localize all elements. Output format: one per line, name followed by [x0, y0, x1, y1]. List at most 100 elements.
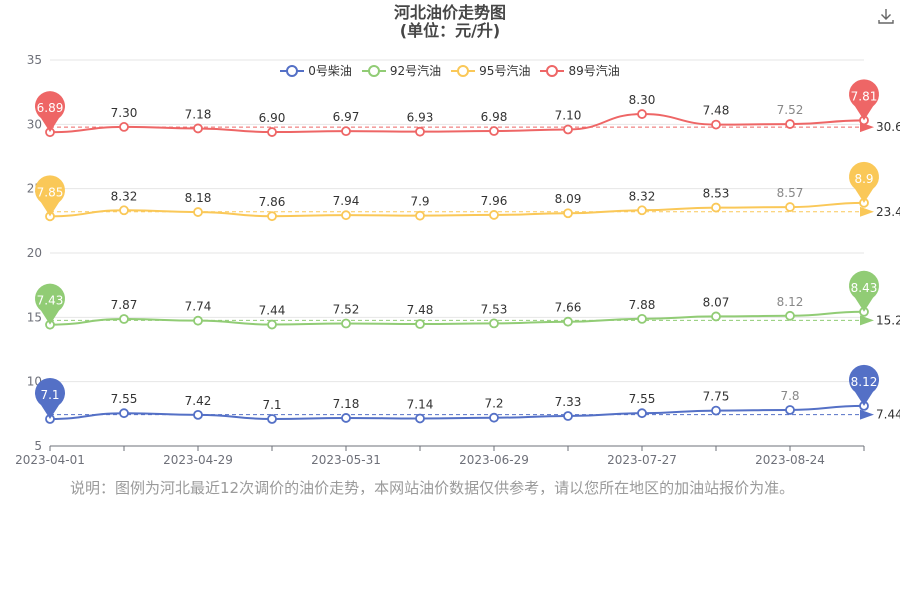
marker-pin — [35, 175, 65, 217]
average-label: 7.44 — [876, 408, 900, 422]
marker-pin-label: 7.81 — [851, 89, 878, 103]
data-label: 8.53 — [703, 187, 730, 201]
chart-title-line2: (单位：元/升) — [399, 21, 501, 40]
data-label: 8.18 — [185, 191, 212, 205]
marker-pin — [849, 270, 880, 312]
data-label: 8.09 — [555, 192, 582, 206]
average-label: 30.68 — [876, 120, 900, 134]
x-tick-label: 2023-04-29 — [163, 453, 233, 467]
data-label: 7.94 — [333, 194, 360, 208]
data-label: 6.90 — [259, 111, 286, 125]
data-point — [563, 208, 573, 219]
data-point — [785, 405, 795, 415]
marker-pin — [849, 364, 880, 406]
y-tick-label: 15 — [27, 310, 42, 324]
marker-pin — [35, 377, 65, 419]
data-label: 7.66 — [555, 301, 582, 315]
data-point — [415, 126, 425, 137]
legend-symbol — [451, 64, 476, 77]
data-label: 6.97 — [333, 110, 360, 124]
series-line — [49, 113, 865, 134]
data-label: 7.52 — [777, 103, 804, 117]
y-tick-label: 5 — [34, 439, 42, 453]
legend-label: 95号汽油 — [479, 64, 531, 78]
series-line — [49, 310, 865, 326]
data-point — [637, 313, 647, 324]
data-point — [415, 210, 425, 221]
data-label: 7.48 — [703, 104, 730, 118]
marker-pin — [849, 79, 880, 121]
chart-title-line1: 河北油价走势图 — [393, 3, 506, 22]
data-point — [193, 123, 203, 134]
marker-pin-label: 7.85 — [37, 185, 64, 199]
data-label: 6.93 — [407, 111, 434, 125]
download-icon[interactable] — [876, 6, 896, 26]
data-point — [711, 202, 721, 213]
data-point — [489, 412, 499, 423]
data-label: 7.18 — [185, 107, 212, 121]
marker-pin — [849, 161, 879, 203]
data-point — [489, 126, 499, 136]
data-label: 7.2 — [484, 397, 503, 411]
y-tick-label: 35 — [27, 53, 42, 67]
data-point — [711, 405, 721, 416]
average-line-arrow — [860, 315, 874, 326]
legend-item[interactable]: 0号柴油 — [280, 62, 352, 79]
legend-symbol — [361, 64, 386, 77]
data-label: 8.12 — [777, 295, 804, 309]
data-point — [267, 319, 277, 330]
marker-pin-label: 7.43 — [37, 294, 64, 308]
data-point — [267, 414, 277, 424]
data-point — [267, 211, 277, 222]
data-point — [711, 311, 721, 322]
data-label: 7.55 — [111, 392, 138, 406]
data-point — [785, 202, 795, 212]
data-point — [119, 205, 129, 216]
data-point — [341, 210, 351, 221]
footnote: 说明：图例为河北最近12次调价的油价走势，本网站油价数据仅供参考，请以您所在地区… — [70, 479, 795, 497]
data-point — [341, 126, 351, 137]
data-label: 7.30 — [111, 106, 138, 120]
marker-pin-label: 8.12 — [851, 375, 878, 389]
legend-item[interactable]: 92号汽油 — [361, 62, 441, 79]
data-label: 7.88 — [629, 298, 656, 312]
data-label: 7.53 — [481, 302, 508, 316]
data-point — [637, 109, 647, 119]
data-point — [341, 413, 351, 423]
data-label: 7.33 — [555, 395, 582, 409]
data-point — [785, 310, 795, 321]
data-point — [193, 315, 203, 326]
marker-pin-label: 6.89 — [37, 101, 64, 115]
data-label: 7.9 — [410, 195, 429, 209]
data-label: 7.1 — [262, 398, 281, 412]
x-tick-label: 2023-06-29 — [459, 453, 529, 467]
marker-pin-label: 8.43 — [851, 281, 878, 295]
x-tick-label: 2023-07-27 — [607, 453, 677, 467]
data-label: 7.10 — [555, 108, 582, 122]
average-label: 15.2 — [876, 313, 900, 327]
data-label: 7.42 — [185, 394, 212, 408]
legend-item[interactable]: 95号汽油 — [451, 62, 530, 79]
data-label: 7.8 — [780, 389, 799, 403]
x-tick-label: 2023-05-31 — [311, 453, 381, 467]
legend-label: 89号汽油 — [568, 64, 620, 78]
data-label: 7.55 — [629, 392, 656, 406]
data-label: 7.18 — [333, 397, 360, 411]
data-point — [563, 316, 573, 327]
data-label: 6.98 — [481, 110, 508, 124]
average-line-arrow — [860, 409, 874, 420]
data-label: 7.74 — [185, 300, 212, 314]
marker-pin-label: 7.1 — [40, 388, 59, 402]
average-label: 23.4 — [876, 205, 900, 219]
x-tick-label: 2023-08-24 — [755, 453, 825, 467]
data-point — [119, 314, 129, 324]
data-point — [193, 207, 203, 217]
data-point — [711, 119, 721, 130]
data-point — [785, 119, 795, 129]
legend-item[interactable]: 89号汽油 — [540, 62, 620, 79]
x-tick-label: 2023-04-01 — [15, 453, 85, 467]
data-point — [267, 127, 277, 137]
data-point — [119, 122, 129, 132]
data-label: 7.86 — [259, 195, 286, 209]
